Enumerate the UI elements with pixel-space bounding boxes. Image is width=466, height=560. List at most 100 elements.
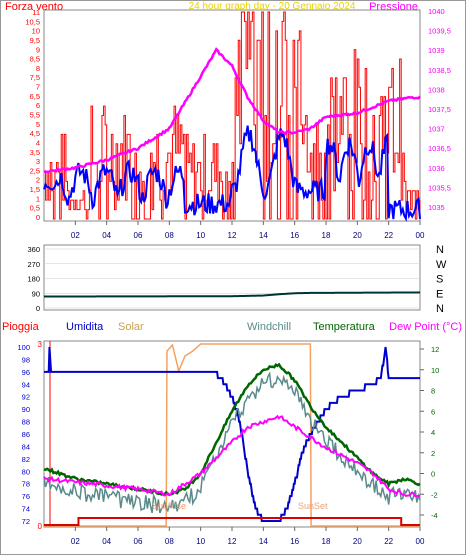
x-tick-label: 04: [102, 537, 111, 546]
pressure-tick-label: 1040: [428, 7, 445, 16]
humidity-tick-label: 98: [22, 355, 30, 364]
wind-gust-series: [44, 11, 421, 220]
direction-tick-label: 0: [36, 304, 40, 313]
x-tick-label: 00: [416, 231, 425, 240]
windchill-series: [43, 371, 421, 514]
temperature-tick-label: -2: [431, 490, 438, 499]
weather-plot: [43, 340, 421, 528]
x-tick-label: 02: [71, 537, 80, 546]
wind-tick-label: 5,5: [30, 111, 40, 120]
wind-tick-label: 1: [36, 194, 40, 203]
direction-tick-label: 270: [27, 260, 40, 269]
sunrise-label: SunRise: [152, 501, 186, 511]
humidity-tick-label: 80: [22, 467, 30, 476]
direction-tick-label: 90: [32, 289, 40, 298]
wind-tick-label: 1,5: [30, 185, 40, 194]
windchill-title: Windchill: [247, 321, 291, 333]
solar-title: Solar: [118, 321, 144, 333]
humidity-tick-label: 72: [22, 517, 30, 526]
temperature-tick-label: 6: [431, 407, 435, 416]
rain-title: Pioggia: [2, 321, 40, 333]
humidity-tick-label: 100: [17, 343, 30, 352]
temperature-tick-label: 4: [431, 428, 435, 437]
direction-y-axis-labels: 0 90 180 270 360: [27, 245, 40, 313]
x-tick-label: 04: [102, 231, 111, 240]
x-tick-label: 14: [259, 231, 268, 240]
compass-label: E: [436, 288, 443, 300]
x-tick-label: 14: [259, 537, 268, 546]
x-tick-label: 22: [384, 537, 393, 546]
wind-tick-label: 7: [36, 83, 40, 92]
wind-tick-label: 9: [36, 45, 40, 54]
humidity-tick-label: 90: [22, 405, 30, 414]
compass-label: S: [436, 274, 443, 286]
humidity-title: Umidita: [66, 321, 104, 333]
x-tick-label: 08: [165, 537, 174, 546]
humidity-tick-label: 86: [22, 430, 30, 439]
humidity-tick-label: 84: [22, 442, 30, 451]
wind-tick-label: 6: [36, 101, 40, 110]
x-tick-label: 10: [196, 231, 205, 240]
weather-x-axis-labels: 02 04 06 08 10 12 14 16 18 20 22 00: [71, 537, 425, 546]
pressure-y-axis-labels: 1035 1035,5 1036 1036,5 1037 1037,5 1038 1038,5…: [428, 7, 451, 212]
temperature-tick-label: 8: [431, 387, 435, 396]
temperature-y-axis-labels: -4 -2 0 2 4 6 8 10 12: [431, 345, 439, 520]
wind-tick-label: 0: [36, 213, 40, 222]
pressure-tick-label: 1036: [428, 164, 445, 173]
x-tick-label: 12: [228, 231, 237, 240]
wind-tick-label: 8: [36, 64, 40, 73]
temperature-tick-label: 10: [431, 366, 439, 375]
wind-direction-plot: [43, 244, 421, 311]
wind-average-series: [43, 125, 421, 222]
pressure-tick-label: 1035: [428, 203, 445, 212]
wind-tick-label: 0,5: [30, 204, 40, 213]
direction-tick-label: 360: [27, 245, 40, 254]
x-tick-label: 20: [353, 231, 362, 240]
x-tick-label: 02: [71, 231, 80, 240]
pressure-tick-label: 1038,5: [428, 66, 451, 75]
pressure-tick-label: 1037: [428, 125, 445, 134]
direction-tick-label: 180: [27, 275, 40, 284]
humidity-tick-label: 78: [22, 480, 30, 489]
x-tick-label: 18: [322, 537, 331, 546]
temperature-title: Temperatura: [313, 321, 376, 333]
humidity-tick-label: 82: [22, 455, 30, 464]
wind-tick-label: 10,5: [25, 17, 40, 26]
dewpoint-series: [43, 414, 421, 498]
wind-tick-label: 3: [36, 157, 40, 166]
sunset-label: SunSet: [298, 501, 328, 511]
humidity-tick-label: 88: [22, 418, 30, 427]
humidity-tick-label: 94: [22, 380, 30, 389]
pressure-series: [43, 47, 421, 174]
wind-tick-label: 8,5: [30, 55, 40, 64]
pressure-tick-label: 1039: [428, 46, 445, 55]
wind-grid: [74, 221, 421, 225]
wind-tick-label: 2: [36, 176, 40, 185]
wind-tick-label: 11: [32, 8, 40, 17]
temperature-tick-label: 12: [431, 345, 439, 354]
x-tick-label: 10: [196, 537, 205, 546]
dewpoint-title: Dew Point (°C): [389, 321, 462, 333]
x-tick-label: 12: [228, 537, 237, 546]
humidity-tick-label: 92: [22, 393, 30, 402]
wind-tick-label: 9,5: [30, 36, 40, 45]
rain-axis-top: 3: [38, 340, 43, 349]
wind-tick-label: 5: [36, 120, 40, 129]
weather-grid: [74, 348, 424, 531]
humidity-y-axis-labels: 72 74 76 78 80 82 84 86 88 90 92 94 96 98 100: [17, 343, 30, 526]
pressure-tick-label: 1035,5: [428, 183, 451, 192]
x-tick-label: 16: [290, 231, 299, 240]
wind-tick-label: 4: [36, 138, 40, 147]
wind-tick-label: 4,5: [30, 129, 40, 138]
wind-tick-label: 3,5: [30, 148, 40, 157]
x-tick-label: 06: [134, 231, 143, 240]
graph-day-title: 24 hour graph day - 20 Gennaio 2024: [189, 1, 356, 12]
x-tick-label: 18: [322, 231, 331, 240]
compass-label: W: [436, 259, 447, 271]
humidity-tick-label: 74: [22, 505, 30, 514]
rain-axis-bottom: 0: [38, 522, 43, 531]
pressure-tick-label: 1039,5: [428, 27, 451, 36]
